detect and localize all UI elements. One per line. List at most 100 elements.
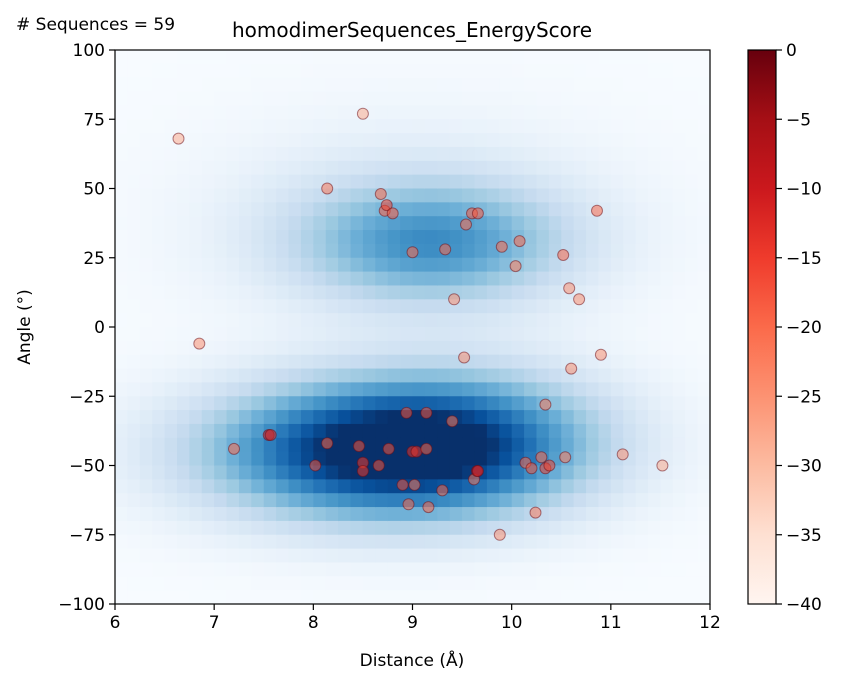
scatter-point	[193, 337, 206, 350]
heatmap-cell	[288, 146, 302, 162]
scatter-point	[471, 207, 484, 220]
heatmap-cell	[449, 216, 463, 231]
heatmap-cell	[573, 230, 587, 245]
heatmap-cell	[325, 243, 339, 259]
heatmap-cell	[536, 299, 550, 314]
heatmap-cell	[462, 146, 476, 162]
heatmap-cell	[486, 77, 500, 93]
heatmap-cell	[338, 493, 352, 508]
heatmap-cell	[238, 576, 252, 591]
heatmap-cell	[189, 146, 203, 162]
heatmap-cell	[400, 299, 414, 314]
heatmap-cell	[115, 313, 128, 328]
heatmap-cell	[424, 396, 438, 411]
heatmap-cell	[325, 257, 339, 273]
heatmap-cell	[164, 479, 178, 494]
heatmap-cell	[462, 410, 476, 425]
heatmap-cell	[251, 479, 265, 494]
heatmap-cell	[623, 119, 637, 134]
y-tick-label: 0	[94, 318, 105, 338]
heatmap-cell	[214, 160, 228, 176]
heatmap-cell	[176, 285, 190, 300]
heatmap-cell	[313, 368, 327, 383]
heatmap-cell	[362, 160, 376, 176]
heatmap-cell	[238, 216, 252, 231]
heatmap-cell	[127, 146, 141, 162]
heatmap-cell	[536, 313, 550, 328]
heatmap-cell	[375, 520, 389, 536]
heatmap-cell	[176, 368, 190, 383]
heatmap-cell	[288, 437, 302, 453]
heatmap-cell	[610, 507, 624, 522]
heatmap-cell	[251, 465, 265, 480]
heatmap-cell	[449, 368, 463, 383]
heatmap-cell	[697, 188, 711, 203]
heatmap-cell	[685, 437, 699, 453]
heatmap-cell	[697, 493, 711, 508]
heatmap-cell	[189, 396, 203, 411]
heatmap-cell	[660, 410, 674, 425]
heatmap-cell	[313, 327, 327, 342]
heatmap-cell	[437, 451, 451, 467]
scatter-point	[529, 506, 542, 519]
heatmap-cell	[214, 493, 228, 508]
heatmap-cell	[648, 327, 662, 342]
heatmap-cell	[214, 534, 228, 550]
heatmap-cell	[660, 590, 674, 605]
heatmap-cell	[548, 202, 562, 217]
heatmap-cell	[511, 340, 525, 356]
heatmap-cell	[362, 119, 376, 134]
heatmap-cell	[697, 340, 711, 356]
heatmap-cell	[276, 368, 290, 383]
heatmap-cell	[214, 174, 228, 190]
heatmap-cell	[437, 576, 451, 591]
heatmap-cell	[189, 354, 203, 370]
heatmap-cell	[387, 216, 401, 231]
heatmap-cell	[300, 354, 314, 370]
heatmap-cell	[499, 63, 513, 79]
heatmap-cell	[635, 243, 649, 259]
heatmap-cell	[598, 410, 612, 425]
heatmap-cell	[437, 50, 451, 65]
heatmap-cell	[623, 160, 637, 176]
heatmap-cell	[288, 327, 302, 342]
heatmap-cell	[139, 520, 153, 536]
heatmap-cell	[350, 382, 364, 397]
heatmap-cell	[325, 423, 339, 439]
heatmap-cell	[201, 133, 215, 148]
heatmap-cell	[573, 520, 587, 536]
scatter-point	[386, 207, 399, 220]
scatter-point	[439, 243, 452, 256]
heatmap-cell	[486, 382, 500, 397]
heatmap-cell	[573, 174, 587, 190]
heatmap-cell	[189, 548, 203, 564]
heatmap-cell	[375, 243, 389, 259]
heatmap-cell	[610, 188, 624, 203]
x-tick-label: 12	[699, 613, 721, 633]
heatmap-cell	[127, 520, 141, 536]
heatmap-cell	[474, 534, 488, 550]
heatmap-cell	[201, 174, 215, 190]
heatmap-cell	[412, 313, 426, 328]
heatmap-cell	[623, 396, 637, 411]
heatmap-cell	[635, 465, 649, 480]
heatmap-cell	[437, 202, 451, 217]
heatmap-cell	[660, 520, 674, 536]
heatmap-cell	[610, 534, 624, 550]
heatmap-cell	[139, 285, 153, 300]
heatmap-cell	[176, 230, 190, 245]
heatmap-cell	[474, 216, 488, 231]
heatmap-cell	[201, 479, 215, 494]
heatmap-cell	[263, 520, 277, 536]
heatmap-cell	[623, 507, 637, 522]
heatmap-cell	[412, 230, 426, 245]
heatmap-cell	[635, 160, 649, 176]
heatmap-cell	[164, 354, 178, 370]
heatmap-cell	[437, 257, 451, 273]
heatmap-cell	[610, 174, 624, 190]
heatmap-cell	[201, 590, 215, 605]
heatmap-cell	[610, 257, 624, 273]
heatmap-cell	[127, 479, 141, 494]
heatmap-cell	[238, 340, 252, 356]
heatmap-cell	[697, 327, 711, 342]
